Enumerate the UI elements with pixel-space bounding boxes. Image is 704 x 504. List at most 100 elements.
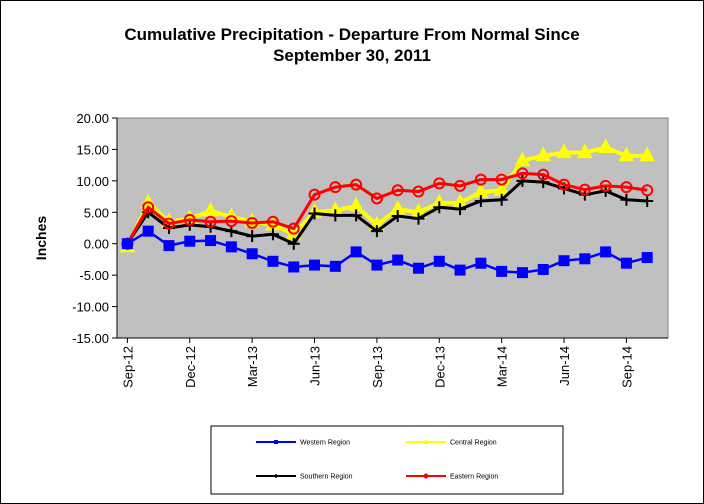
- chart-title-line-2: September 30, 2011: [273, 46, 431, 65]
- data-point: [308, 207, 321, 220]
- data-point: [433, 255, 445, 267]
- data-point: [246, 248, 258, 260]
- data-point: [475, 257, 487, 269]
- x-tick-label: Dec-13: [432, 346, 447, 388]
- data-point: [266, 228, 279, 241]
- data-point: [597, 138, 614, 154]
- series-eastern-region: [121, 167, 654, 250]
- y-tick-label: 0.00: [84, 237, 109, 252]
- legend-items: Western Region Central Region Southern Reg…: [256, 438, 498, 481]
- data-point: [454, 179, 467, 192]
- data-point: [641, 252, 653, 264]
- data-point: [433, 177, 446, 190]
- data-point: [537, 168, 550, 181]
- data-point: [576, 143, 593, 159]
- x-axis: Sep-12 Dec-12 Mar-13 Jun-13 Sep-13 Dec-13 Mar-…: [117, 337, 668, 388]
- x-tick-label: Mar-13: [245, 346, 260, 387]
- data-point: [579, 253, 591, 265]
- data-point: [578, 183, 591, 196]
- x-tick-label: Jun-14: [557, 346, 572, 386]
- data-point: [423, 473, 429, 479]
- data-point: [558, 255, 570, 267]
- data-point: [618, 146, 635, 162]
- data-point: [620, 193, 633, 206]
- data-point: [495, 193, 508, 206]
- data-point: [641, 184, 654, 197]
- data-point: [288, 261, 300, 273]
- series-line: [126, 171, 648, 245]
- data-point: [246, 216, 259, 229]
- data-point: [454, 264, 466, 276]
- data-point: [412, 262, 424, 274]
- data-point: [514, 151, 531, 167]
- data-point: [183, 213, 196, 226]
- y-tick-label: 15.00: [76, 142, 109, 157]
- x-tick-label: Sep-14: [619, 346, 634, 388]
- data-point: [121, 238, 133, 250]
- data-point: [225, 215, 238, 228]
- data-point: [535, 146, 552, 162]
- data-point: [391, 184, 404, 197]
- data-point: [184, 235, 196, 247]
- series-layer: [119, 138, 656, 279]
- data-point: [537, 176, 550, 189]
- data-point: [620, 181, 633, 194]
- data-point: [246, 230, 259, 243]
- y-axis: 20.00 15.00 10.00 5.00 0.00 -5.00 -10.00 -15.00: [72, 111, 118, 346]
- data-point: [371, 259, 383, 271]
- data-point: [350, 209, 363, 222]
- legend-entry: Southern Region: [256, 474, 353, 481]
- x-tick-label: Sep-13: [370, 346, 385, 388]
- y-axis-label: Inches: [33, 216, 49, 261]
- data-point: [620, 257, 632, 269]
- data-point: [142, 201, 155, 214]
- data-point: [308, 188, 321, 201]
- data-point: [412, 185, 425, 198]
- data-point: [266, 215, 279, 228]
- data-point: [267, 255, 279, 267]
- x-tick-label: Sep-12: [120, 346, 135, 388]
- data-point: [350, 246, 362, 258]
- data-point: [329, 260, 341, 272]
- x-tick-label: Mar-14: [495, 346, 510, 387]
- series-western-region: [121, 225, 653, 279]
- data-point: [370, 192, 383, 205]
- data-point: [433, 201, 446, 214]
- data-point: [225, 241, 237, 253]
- y-tick-label: 10.00: [76, 174, 109, 189]
- data-point: [204, 215, 217, 228]
- data-point: [329, 209, 342, 222]
- x-tick-label: Jun-13: [308, 346, 323, 386]
- y-tick-label: -15.00: [72, 331, 109, 346]
- y-tick-label: 5.00: [84, 205, 109, 220]
- data-point: [142, 225, 154, 237]
- data-point: [474, 173, 487, 186]
- legend-label: Central Region: [450, 440, 497, 447]
- data-point: [516, 267, 528, 279]
- data-point: [556, 143, 572, 159]
- data-point: [558, 178, 571, 191]
- legend-label: Western Region: [300, 440, 350, 447]
- data-point: [641, 194, 654, 207]
- data-point: [162, 217, 175, 230]
- data-point: [496, 265, 508, 277]
- data-point: [287, 237, 300, 250]
- data-point: [423, 438, 429, 444]
- y-tick-label: -10.00: [72, 300, 109, 315]
- chart-title-line-1: Cumulative Precipitation - Departure Fro…: [124, 25, 579, 44]
- legend-entry: Central Region: [406, 438, 497, 447]
- data-point: [639, 146, 656, 162]
- data-point: [600, 246, 612, 258]
- legend-entry: Eastern Region: [406, 473, 498, 481]
- data-point: [350, 178, 363, 191]
- y-tick-label: -5.00: [79, 268, 109, 283]
- data-point: [454, 203, 467, 216]
- data-point: [287, 222, 300, 235]
- data-point: [274, 440, 278, 444]
- data-point: [516, 167, 529, 180]
- legend-entry: Western Region: [256, 440, 350, 447]
- data-point: [392, 254, 404, 266]
- legend-label: Southern Region: [300, 474, 353, 481]
- data-point: [205, 235, 217, 247]
